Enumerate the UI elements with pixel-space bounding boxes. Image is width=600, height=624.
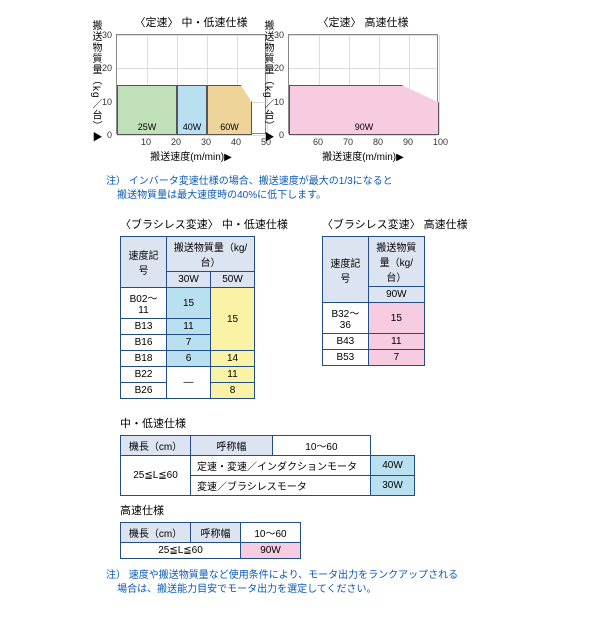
machine-section: 中・低速仕様 機長（cm）呼称幅10〜6025≦L≦60定速・変速／インダクショ… xyxy=(120,415,580,559)
note1-line1: インバータ変速仕様の場合、搬送速度が最大の1/3になると xyxy=(129,176,393,187)
chart2-plot: 60708090100010203090W xyxy=(288,34,438,134)
chart1-ylabel: 搬送物質量（kg／台）▶ xyxy=(88,20,103,143)
chart-2: 〈定速〉 高速仕様 搬送物質量（kg／台）▶ 60708090100010203… xyxy=(288,14,438,163)
chart2-ylabel: 搬送物質量（kg／台）▶ xyxy=(260,20,275,143)
tableB-title: 〈ブラシレス変速〉 高速仕様 xyxy=(322,216,468,232)
charts-row: 〈定速〉 中・低速仕様 搬送物質量（kg／台）▶ 102030405001020… xyxy=(116,14,580,163)
tableA-wrap: 〈ブラシレス変速〉 中・低速仕様 速度記号搬送物質量（kg/台）30W50WB0… xyxy=(120,216,288,399)
chart1-title: 〈定速〉 中・低速仕様 xyxy=(116,14,266,30)
note2-prefix: 注） xyxy=(106,570,126,581)
chart1-xlabel: 搬送速度(m/min)▶ xyxy=(116,148,266,163)
machineB-title: 高速仕様 xyxy=(120,502,580,518)
tableB: 速度記号搬送物質量（kg/台）90WB32〜3615B4311B537 xyxy=(322,236,425,366)
machineB-table: 機長（cm）呼称幅10〜6025≦L≦6090W xyxy=(120,522,301,559)
tableB-wrap: 〈ブラシレス変速〉 高速仕様 速度記号搬送物質量（kg/台）90WB32〜361… xyxy=(322,216,468,399)
note2-line2: 場合は、搬送能力目安でモータ出力を選定してください。 xyxy=(117,584,376,595)
machineA-table: 機長（cm）呼称幅10〜6025≦L≦60定速・変速／インダクションモータ40W… xyxy=(120,435,415,496)
note2-line1: 速度や搬送物質量など使用条件により、モータ出力をランクアップされる xyxy=(129,570,458,581)
tableA-title: 〈ブラシレス変速〉 中・低速仕様 xyxy=(120,216,288,232)
chart2-title: 〈定速〉 高速仕様 xyxy=(288,14,438,30)
chart1-plot: 1020304050010203025W40W60W xyxy=(116,34,266,134)
note1-line2: 搬送物質量は最大速度時の40%に低下します。 xyxy=(117,190,326,201)
note-2: 注） 速度や搬送物質量など使用条件により、モータ出力をランクアップされる 場合は… xyxy=(106,569,580,596)
chart2-xlabel: 搬送速度(m/min)▶ xyxy=(288,148,438,163)
note1-prefix: 注） xyxy=(106,176,126,187)
machineA-title: 中・低速仕様 xyxy=(120,415,580,431)
chart-1: 〈定速〉 中・低速仕様 搬送物質量（kg／台）▶ 102030405001020… xyxy=(116,14,266,163)
brushless-tables: 〈ブラシレス変速〉 中・低速仕様 速度記号搬送物質量（kg/台）30W50WB0… xyxy=(120,216,580,399)
note-1: 注） インバータ変速仕様の場合、搬送速度が最大の1/3になると 搬送物質量は最大… xyxy=(106,175,580,202)
tableA: 速度記号搬送物質量（kg/台）30W50WB02〜111515B1311B167… xyxy=(120,236,255,399)
